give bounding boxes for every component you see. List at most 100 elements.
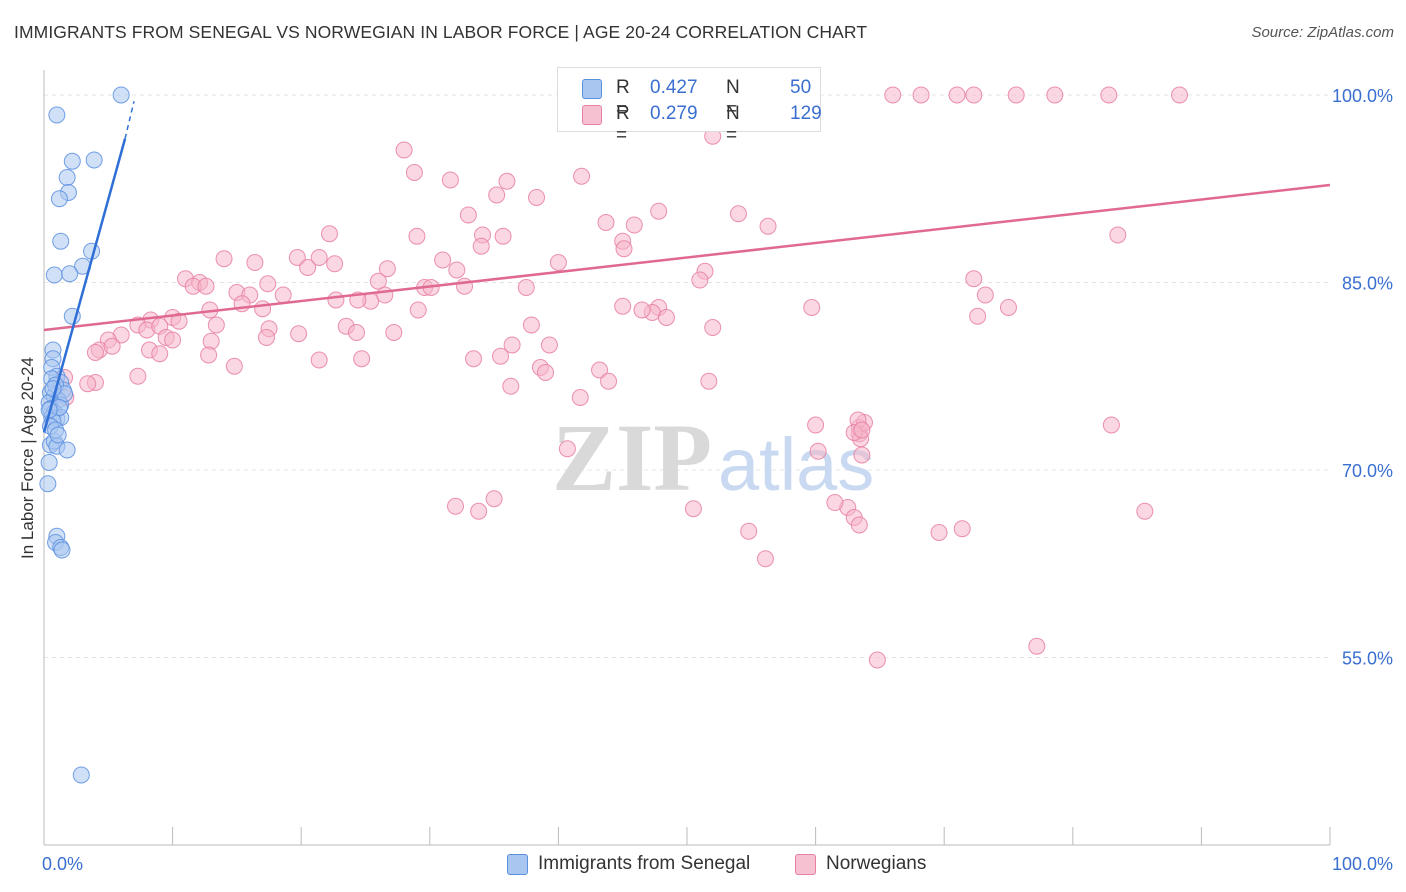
data-point <box>257 329 275 346</box>
data-point <box>441 171 459 189</box>
data-point <box>756 550 774 568</box>
x-tick-label: 100.0% <box>1332 854 1393 874</box>
trendline-senegal-extension <box>124 101 135 139</box>
legend-swatch-blue <box>507 854 528 875</box>
data-point <box>853 421 871 439</box>
data-point <box>965 86 983 104</box>
data-point <box>850 516 868 534</box>
y-tick-label: 55.0% <box>1342 649 1393 669</box>
data-point <box>197 277 215 295</box>
data-point <box>591 361 609 379</box>
data-point <box>528 189 546 206</box>
data-point <box>809 442 827 460</box>
data-point <box>700 372 718 390</box>
data-point <box>502 377 520 395</box>
data-point <box>1046 86 1064 104</box>
data-point <box>625 216 643 234</box>
data-point <box>347 324 365 341</box>
data-point <box>408 227 426 245</box>
data-point <box>58 169 76 186</box>
y-tick-label: 70.0% <box>1342 461 1393 481</box>
data-point <box>729 205 747 223</box>
data-point <box>129 367 147 385</box>
data-point <box>826 494 844 511</box>
data-point <box>953 520 971 538</box>
data-point <box>472 237 490 255</box>
data-point <box>49 426 67 444</box>
data-point <box>86 344 104 361</box>
data-point <box>465 350 483 368</box>
data-point <box>684 500 702 518</box>
data-point <box>517 279 535 296</box>
data-point <box>884 86 902 104</box>
data-point <box>395 141 413 159</box>
r-value: 0.279 <box>650 103 698 124</box>
n-label: N = <box>726 103 740 146</box>
data-point <box>79 375 97 393</box>
data-point <box>549 254 567 271</box>
data-point <box>254 300 272 318</box>
data-point <box>1007 86 1025 104</box>
data-point <box>633 301 651 319</box>
data-point <box>207 316 225 334</box>
data-point <box>540 336 558 354</box>
n-value: 129 <box>790 103 822 124</box>
data-point <box>1102 416 1120 434</box>
data-point <box>215 250 233 268</box>
data-point <box>259 275 277 293</box>
data-point <box>164 331 182 349</box>
y-tick-label: 100.0% <box>1332 86 1393 106</box>
data-point <box>558 440 576 458</box>
data-point <box>912 86 930 104</box>
data-point <box>1100 86 1118 104</box>
data-point <box>614 297 632 315</box>
data-point <box>310 351 328 369</box>
data-point <box>405 164 423 181</box>
data-point <box>48 106 66 124</box>
data-point <box>615 240 633 258</box>
data-point <box>409 301 427 319</box>
series-norwegians <box>56 86 1189 669</box>
legend-label: Immigrants from Senegal <box>538 853 751 874</box>
data-point <box>151 345 169 363</box>
data-point <box>948 86 966 104</box>
data-point <box>807 416 825 434</box>
data-point <box>385 324 403 341</box>
data-point <box>327 291 345 309</box>
data-point <box>72 766 90 784</box>
data-point <box>202 332 220 350</box>
y-axis-label: In Labor Force | Age 20-24 <box>18 357 37 559</box>
data-point <box>503 336 521 354</box>
pink-swatch <box>582 105 602 125</box>
r-label: R = <box>616 103 630 146</box>
data-point <box>310 249 328 266</box>
data-point <box>1136 502 1154 520</box>
data-point <box>52 232 70 250</box>
data-point <box>376 286 394 304</box>
data-point <box>930 524 948 541</box>
data-point <box>353 350 371 368</box>
data-point <box>288 249 306 266</box>
data-point <box>704 319 722 336</box>
data-point <box>803 299 821 316</box>
legend-swatch-pink <box>795 854 816 875</box>
n-value: 50 <box>790 77 812 98</box>
x-tick-label: 0.0% <box>42 854 83 874</box>
trendline-norwegians <box>43 183 1331 332</box>
data-point <box>600 372 618 390</box>
data-point <box>456 277 474 295</box>
source-label: Source: ZipAtlas.com <box>1251 24 1394 41</box>
data-point <box>691 271 709 289</box>
data-point <box>39 475 57 493</box>
data-point <box>459 206 477 224</box>
data-point <box>45 266 63 284</box>
data-point <box>53 541 71 559</box>
data-point <box>274 286 292 304</box>
data-point <box>537 364 555 381</box>
data-point <box>868 651 886 669</box>
data-point <box>290 325 308 343</box>
data-point <box>657 309 675 326</box>
data-point <box>225 357 243 375</box>
blue-swatch <box>582 79 602 99</box>
